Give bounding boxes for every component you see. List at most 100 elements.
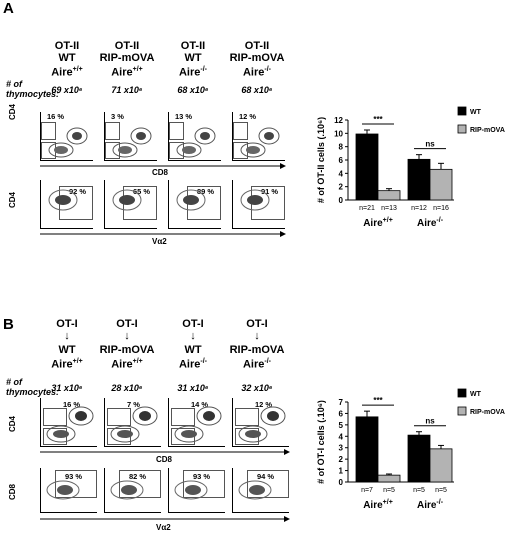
flow-plot: 12 % xyxy=(232,398,289,447)
gate-percent: 14 % xyxy=(191,400,209,409)
flow-plot: 89 % xyxy=(168,180,221,229)
panel-a-col-1-header: OT-II WT Aire+/+ xyxy=(36,40,98,79)
y-tick-label: 7 xyxy=(339,398,344,407)
contour xyxy=(112,189,142,211)
panel-a-count-3: 68 x10⁶ xyxy=(177,85,209,95)
gate-percent: 12 % xyxy=(255,400,273,409)
col-donor: OT-I xyxy=(56,318,78,330)
panel-b-count-1: 31 x10⁶ xyxy=(51,383,83,393)
gate xyxy=(171,408,195,426)
n-label: n=21 xyxy=(359,205,375,212)
contour xyxy=(240,127,280,158)
gate xyxy=(169,122,184,140)
panel-b-row2-x-axis-label: Vα2 xyxy=(156,523,171,532)
gate-percent: 82 % xyxy=(129,472,147,481)
flow-plot: 82 % xyxy=(104,468,161,513)
panel-b-col-4-header: OT-I ↓ RIP-mOVA Aire-/- xyxy=(226,318,288,371)
gate-percent: 13 % xyxy=(175,112,193,121)
col-line2: RIP-mOVA xyxy=(99,52,155,64)
contour xyxy=(174,406,222,443)
col-line1: OT-II xyxy=(180,40,206,52)
legend-label: RIP-mOVA xyxy=(470,409,505,416)
panel-a-row1-y-axis-label: CD4 xyxy=(8,103,17,120)
chart-b: 0 1 2 3 4 5 6 7 # of OT-I cells (.10⁶) n=7 n=5 *** A… xyxy=(316,388,505,511)
significance-label: *** xyxy=(373,115,383,124)
bar xyxy=(429,168,453,201)
contour xyxy=(48,127,88,158)
bar xyxy=(407,158,431,201)
gate xyxy=(119,470,161,498)
panel-a-row1-x-axis-label: CD8 xyxy=(152,168,169,177)
panel-b-thymocytes-label: # of thymocytes: xyxy=(6,377,60,397)
col-genotype: Aire-/- xyxy=(242,358,271,371)
bar xyxy=(429,448,453,483)
col-genotype: Aire+/+ xyxy=(111,358,143,371)
col-line2: RIP-mOVA xyxy=(229,52,285,64)
y-tick-label: 6 xyxy=(339,156,344,165)
y-axis-label: # of OT-II cells (.10⁶) xyxy=(316,117,326,203)
panel-b-count-3: 31 x10⁶ xyxy=(177,383,209,393)
col-genotype: Aire+/+ xyxy=(51,66,83,79)
flow-plot: 65 % xyxy=(104,180,157,229)
n-label: n=13 xyxy=(381,205,397,212)
gate-percent: 3 % xyxy=(111,112,124,121)
col-line1: OT-II xyxy=(114,40,140,52)
contour xyxy=(176,127,216,158)
down-arrow-icon: ↓ xyxy=(124,330,130,342)
gate xyxy=(105,122,120,140)
flow-plot: 93 % xyxy=(40,468,97,513)
gate xyxy=(43,408,67,426)
gate xyxy=(55,470,97,498)
significance-label: *** xyxy=(373,396,383,405)
gate xyxy=(233,122,248,140)
contour xyxy=(174,480,208,500)
panel-a-col-3-header: OT-II WT Aire-/- xyxy=(162,40,224,79)
col-genotype: Aire+/+ xyxy=(51,358,83,371)
gate-percent: 91 % xyxy=(261,187,279,196)
n-label: n=12 xyxy=(411,205,427,212)
panel-a-count-2: 71 x10⁶ xyxy=(111,85,143,95)
contour xyxy=(176,189,206,211)
panel-a-count-1: 69 x10⁶ xyxy=(51,85,83,95)
n-label: n=5 xyxy=(413,487,425,494)
group-label: Aire+/+ xyxy=(363,499,393,511)
bar xyxy=(355,133,379,201)
significance-label: ns xyxy=(425,417,435,426)
col-donor: OT-I xyxy=(246,318,268,330)
col-genotype: Aire-/- xyxy=(242,66,271,79)
legend-swatch xyxy=(457,106,467,116)
n-label: n=16 xyxy=(433,205,449,212)
col-genotype: Aire+/+ xyxy=(111,66,143,79)
flow-plot: 16 % xyxy=(40,112,93,161)
panel-a-row2-x-arrow xyxy=(40,231,286,237)
panel-a-row2-x-axis-label: Vα2 xyxy=(152,237,167,246)
gate-percent: 89 % xyxy=(197,187,215,196)
flow-plot: 92 % xyxy=(40,180,93,229)
col-donor: OT-I xyxy=(182,318,204,330)
legend-label: WT xyxy=(470,391,482,398)
panel-b-row1-x-axis-label: CD8 xyxy=(156,455,173,464)
panel-a-col-2-header: OT-II RIP-mOVA Aire+/+ xyxy=(96,40,158,79)
panel-a-thymocytes-label: # of thymocytes: xyxy=(6,79,60,99)
col-genotype: Aire-/- xyxy=(178,66,207,79)
y-tick-label: 2 xyxy=(339,455,344,464)
col-line2: WT xyxy=(58,344,76,356)
bar xyxy=(407,434,431,483)
y-tick-label: 0 xyxy=(339,478,344,487)
down-arrow-icon: ↓ xyxy=(64,330,70,342)
gate-percent: 94 % xyxy=(257,472,275,481)
flow-plot: 16 % xyxy=(40,398,97,447)
significance-label: ns xyxy=(425,140,435,149)
down-arrow-icon: ↓ xyxy=(254,330,260,342)
flow-plot: 14 % xyxy=(168,398,225,447)
panel-b-count-4: 32 x10⁶ xyxy=(241,383,273,393)
panel-a-letter: A xyxy=(3,0,14,17)
panel-b-row1-y-axis-label: CD4 xyxy=(8,415,17,432)
y-tick-label: 10 xyxy=(334,129,343,138)
gate-percent: 16 % xyxy=(63,400,81,409)
y-axis-label: # of OT-I cells (.10⁶) xyxy=(316,400,326,484)
col-line1: OT-II xyxy=(244,40,270,52)
col-line2: WT xyxy=(184,344,202,356)
col-line2: RIP-mOVA xyxy=(99,344,155,356)
panel-a-count-4: 68 x10⁶ xyxy=(241,85,273,95)
